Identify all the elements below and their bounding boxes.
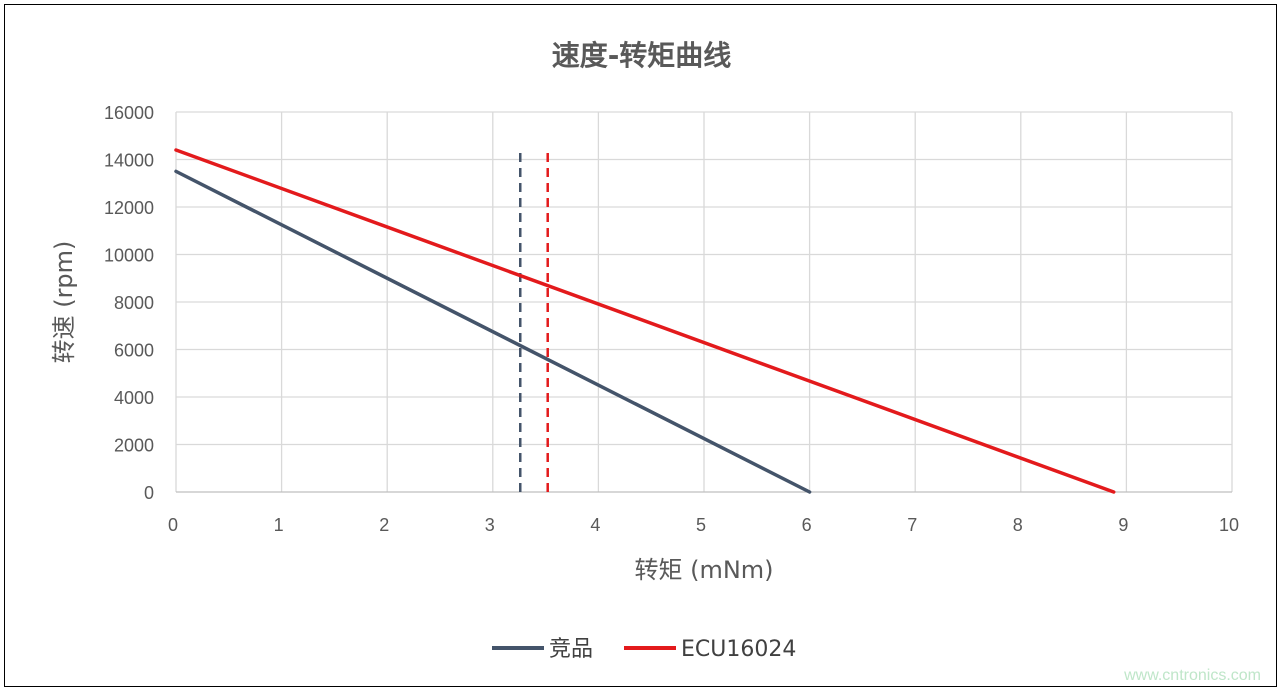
watermark: www.cntronics.com [1124,667,1261,684]
y-tick-label: 16000 [104,103,154,123]
series-line [174,148,1116,494]
x-tick-label: 2 [379,515,389,535]
grid-lines [175,111,1233,493]
legend-label: 竞品 [549,637,593,662]
x-tick-label: 9 [1118,515,1128,535]
y-tick-label: 4000 [114,388,154,408]
legend-label: ECU16024 [681,637,796,662]
y-tick-label: 10000 [104,246,154,266]
x-tick-label: 0 [168,515,178,535]
series-line [174,169,812,494]
x-tick-label: 6 [802,515,812,535]
x-tick-label: 7 [907,515,917,535]
y-tick-label: 2000 [114,436,154,456]
y-tick-label: 0 [144,483,154,503]
x-tick-label: 3 [485,515,495,535]
series-lines [174,148,1116,494]
reference-lines [519,147,549,492]
y-axis-label: 转速 (rpm) [50,241,78,364]
x-tick-label: 4 [590,515,600,535]
chart-title: 速度-转矩曲线 [551,39,732,72]
x-tick-label: 10 [1219,515,1239,535]
x-tick-label: 5 [696,515,706,535]
chart-frame [4,4,1277,687]
y-tick-label: 12000 [104,198,154,218]
x-tick-label: 8 [1013,515,1023,535]
y-tick-label: 6000 [114,341,154,361]
x-tick-label: 1 [274,515,284,535]
y-tick-label: 8000 [114,293,154,313]
x-axis-label: 转矩 (mNm) [634,556,773,584]
y-tick-labels: 0 2000 4000 6000 8000 10000 12000 14000 16000 [104,103,154,503]
x-tick-labels: 0 1 2 3 4 5 6 7 8 9 10 [168,515,1239,535]
y-tick-label: 14000 [104,151,154,171]
legend: 竞品 ECU16024 [492,637,796,662]
